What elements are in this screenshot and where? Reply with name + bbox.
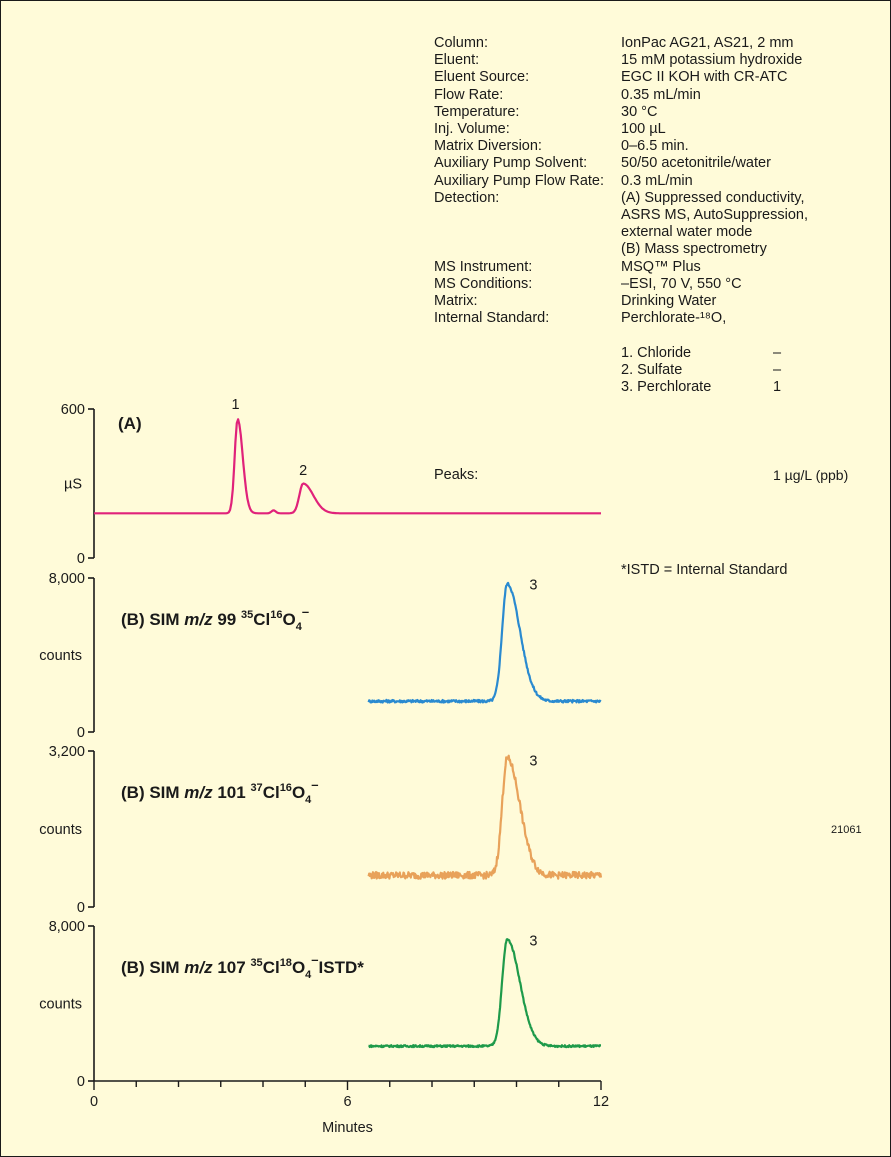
y-tick-label: 0 bbox=[77, 900, 85, 916]
x-tick-label: 0 bbox=[90, 1094, 98, 1110]
y-tick-label: 0 bbox=[77, 725, 85, 741]
trace-line bbox=[94, 419, 601, 513]
trace-line bbox=[369, 583, 601, 703]
panel-2: 3,200 0 counts (B) SIM m/z 101 37Cl16O4– 3 bbox=[39, 744, 601, 916]
y-tick-label: 0 bbox=[77, 551, 85, 567]
figure-id: 21061 bbox=[831, 824, 862, 836]
y-tick-label: 3,200 bbox=[49, 744, 85, 760]
trace-line bbox=[369, 756, 601, 879]
panel-3: 8,000 0 counts (B) SIM m/z 107 35Cl18O4–IST… bbox=[39, 919, 601, 1090]
y-axis-label: counts bbox=[39, 997, 82, 1013]
peak-label: 3 bbox=[529, 754, 537, 770]
trace-line bbox=[369, 939, 601, 1047]
y-tick-label: 8,000 bbox=[49, 571, 85, 587]
panel-title: (B) SIM m/z 99 35Cl16O4– bbox=[121, 604, 309, 633]
y-tick-label: 8,000 bbox=[49, 919, 85, 935]
y-tick-label: 600 bbox=[61, 402, 85, 418]
y-axis-label: µS bbox=[64, 477, 82, 493]
y-tick-label: 0 bbox=[77, 1074, 85, 1090]
panel-title: (B) SIM m/z 107 35Cl18O4–ISTD* bbox=[121, 952, 364, 981]
x-axis: 0 6 12 Minutes bbox=[90, 1081, 609, 1136]
peak-label: 2 bbox=[299, 463, 307, 479]
panel-title: (A) bbox=[118, 414, 142, 433]
panel-0: 600 0 µS (A) 1 2 bbox=[61, 397, 601, 567]
x-axis-label: Minutes bbox=[322, 1120, 373, 1136]
x-tick-label: 6 bbox=[343, 1094, 351, 1110]
peak-label: 3 bbox=[529, 578, 537, 594]
peak-label: 3 bbox=[529, 933, 537, 949]
y-axis-label: counts bbox=[39, 822, 82, 838]
panel-title: (B) SIM m/z 101 37Cl16O4– bbox=[121, 777, 319, 806]
panel-1: 8,000 0 counts (B) SIM m/z 99 35Cl16O4– 3 bbox=[39, 571, 601, 741]
y-axis-label: counts bbox=[39, 648, 82, 664]
peak-label: 1 bbox=[231, 397, 239, 413]
x-tick-label: 12 bbox=[593, 1094, 609, 1110]
